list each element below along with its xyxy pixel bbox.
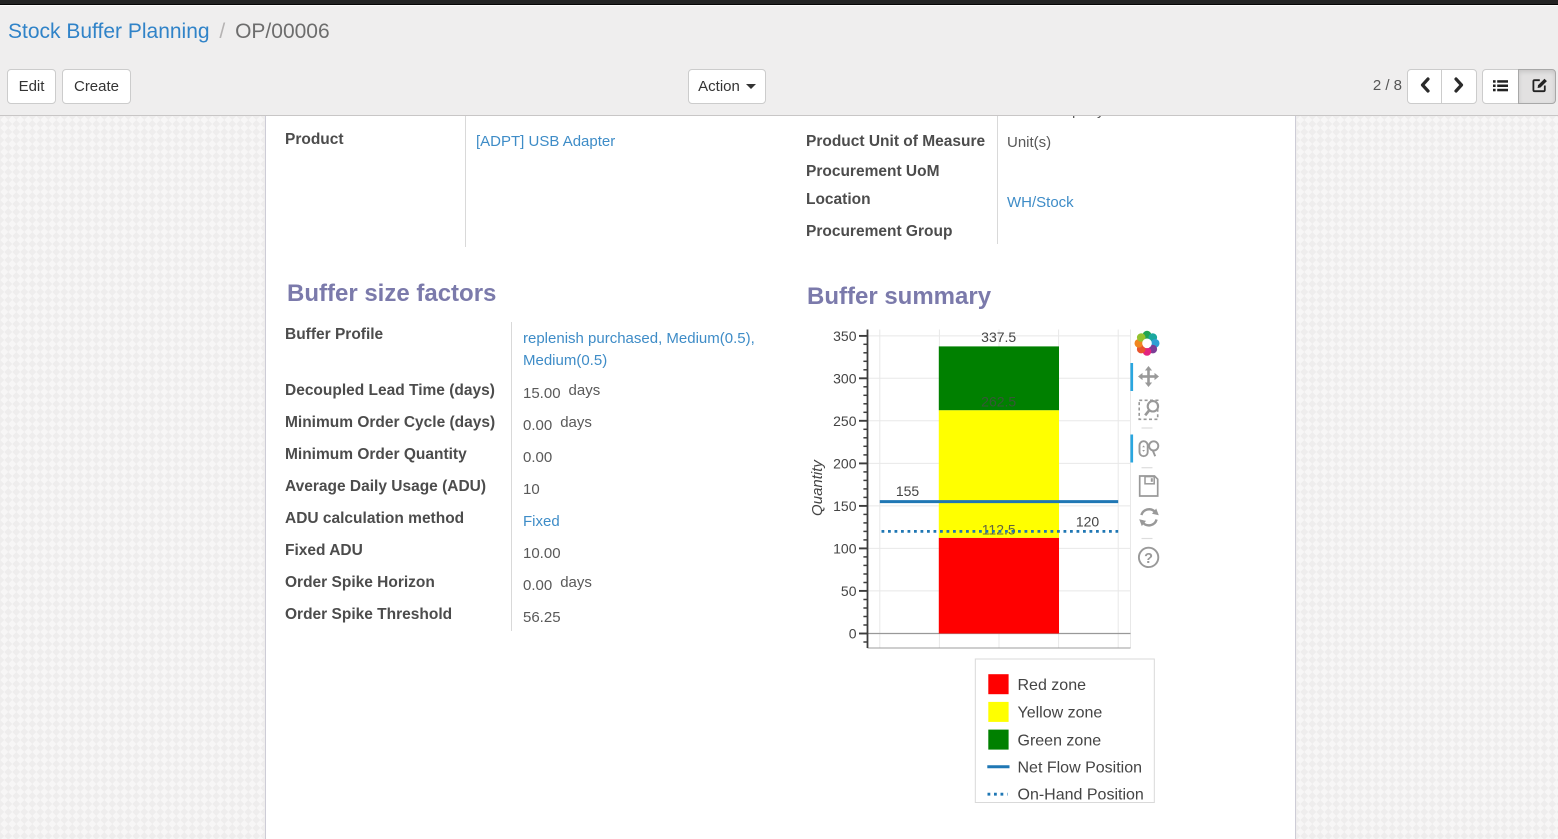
- svg-text:50: 50: [841, 583, 857, 599]
- svg-text:300: 300: [833, 370, 857, 386]
- svg-text:Yellow zone: Yellow zone: [1018, 705, 1103, 722]
- svg-text:Red zone: Red zone: [1018, 677, 1087, 694]
- svg-text:On-Hand Position: On-Hand Position: [1018, 787, 1144, 804]
- svg-text:?: ?: [1144, 551, 1153, 567]
- svg-text:337.5: 337.5: [981, 329, 1016, 345]
- svg-text:250: 250: [833, 413, 857, 429]
- svg-text:262.5: 262.5: [981, 394, 1016, 410]
- svg-text:155: 155: [896, 483, 920, 499]
- svg-text:120: 120: [1076, 514, 1100, 530]
- svg-text:Green zone: Green zone: [1018, 732, 1102, 749]
- svg-text:Quantity: Quantity: [809, 459, 826, 516]
- svg-text:200: 200: [833, 455, 857, 471]
- svg-text:350: 350: [833, 328, 857, 344]
- svg-text:150: 150: [833, 498, 857, 514]
- svg-text:Net Flow Position: Net Flow Position: [1018, 759, 1143, 776]
- svg-text:0: 0: [849, 626, 857, 642]
- svg-text:112.5: 112.5: [982, 521, 1016, 537]
- svg-text:100: 100: [833, 540, 857, 556]
